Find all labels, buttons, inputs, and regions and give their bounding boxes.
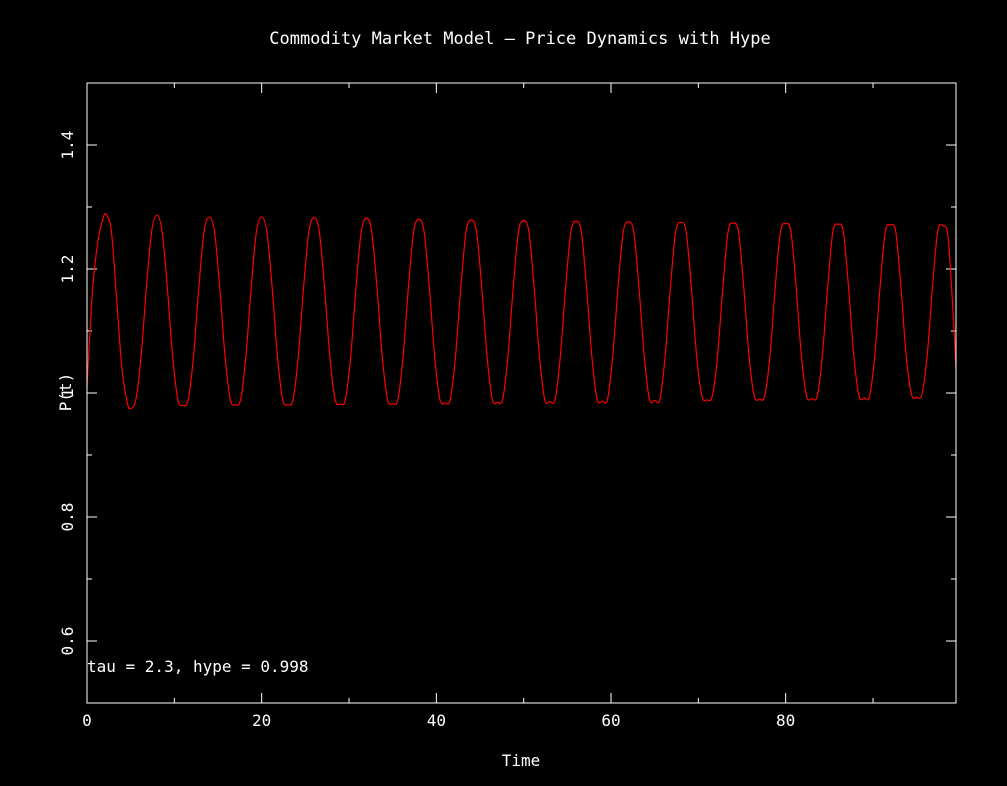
parameter-annotation: tau = 2.3, hype = 0.998 bbox=[87, 657, 309, 676]
y-tick-label: 0.6 bbox=[58, 627, 77, 656]
y-tick-label: 0.8 bbox=[58, 503, 77, 532]
x-axis-label: Time bbox=[502, 751, 541, 770]
chart-title: Commodity Market Model — Price Dynamics … bbox=[269, 29, 771, 49]
y-tick-label: 1.2 bbox=[58, 255, 77, 284]
y-tick-label: 1.4 bbox=[58, 131, 77, 160]
x-tick-label: 40 bbox=[427, 711, 446, 730]
x-tick-label: 0 bbox=[82, 711, 92, 730]
x-tick-label: 60 bbox=[601, 711, 620, 730]
x-tick-label: 20 bbox=[252, 711, 271, 730]
ticks: 0 20 40 60 80 0.6 0.8 1 1.2 1.4 bbox=[58, 82, 956, 730]
y-tick-label: 1 bbox=[58, 388, 77, 398]
series-layer bbox=[86, 213, 957, 410]
y-axis-label: P(t) bbox=[56, 373, 75, 412]
x-tick-label: 80 bbox=[776, 711, 795, 730]
series-line-0 bbox=[86, 213, 957, 410]
plot-frame bbox=[86, 82, 957, 704]
